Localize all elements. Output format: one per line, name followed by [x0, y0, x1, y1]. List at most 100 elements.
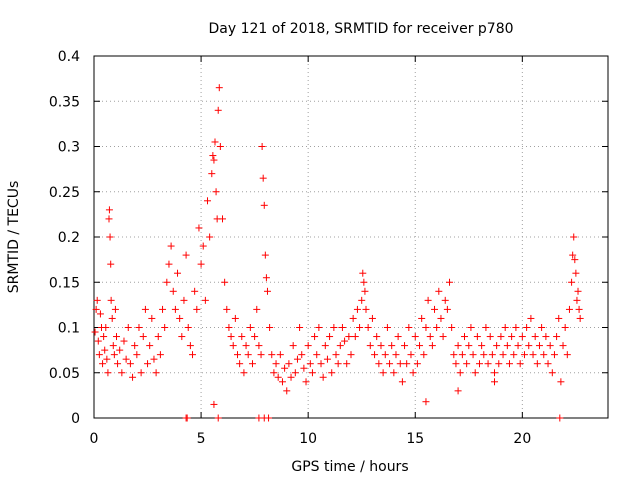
data-point [484, 360, 492, 368]
data-point [396, 360, 404, 368]
data-point [212, 188, 220, 196]
data-point [204, 197, 212, 205]
data-point [215, 84, 223, 92]
data-point [323, 355, 331, 363]
grid-lines [94, 56, 608, 418]
data-point [482, 324, 490, 331]
data-point [248, 360, 256, 368]
data-point [499, 351, 507, 359]
data-point [480, 351, 488, 359]
data-point [262, 274, 270, 282]
data-point [486, 333, 494, 341]
data-point [120, 337, 128, 345]
data-point [171, 305, 179, 313]
data-point [183, 414, 191, 422]
data-point [107, 296, 115, 304]
data-point [535, 342, 543, 350]
data-point [575, 305, 583, 313]
data-point [165, 260, 173, 268]
data-point [141, 305, 149, 313]
data-point [493, 342, 501, 350]
data-point [403, 360, 411, 368]
data-point [131, 342, 139, 350]
data-point [428, 342, 436, 350]
y-tick-label: 0.1 [58, 321, 80, 337]
data-point [450, 351, 458, 359]
data-point [238, 333, 246, 341]
data-point [361, 287, 369, 295]
data-point [233, 351, 241, 359]
y-tick-label: 0.05 [49, 366, 80, 382]
data-point [465, 342, 473, 350]
data-point [401, 342, 409, 350]
data-point [565, 305, 573, 313]
data-point [159, 305, 167, 313]
data-point [495, 360, 503, 368]
data-point [210, 156, 218, 164]
data-point [229, 342, 237, 350]
data-point [163, 278, 171, 286]
data-point [544, 360, 552, 368]
data-point [300, 364, 308, 372]
data-point [139, 333, 147, 341]
data-point [546, 342, 554, 350]
data-point [106, 233, 114, 241]
data-point [209, 152, 217, 160]
data-point [96, 310, 104, 318]
data-points [91, 84, 584, 422]
data-point [154, 333, 162, 341]
data-point [413, 360, 421, 368]
data-point [169, 287, 177, 295]
data-point [332, 351, 340, 359]
data-point [443, 305, 451, 313]
data-point [497, 333, 505, 341]
data-point [304, 342, 312, 350]
data-point [246, 324, 254, 331]
data-point [555, 314, 563, 322]
data-point [364, 324, 372, 331]
data-point [150, 355, 158, 363]
y-tick-label: 0.2 [58, 230, 80, 246]
data-point [505, 360, 513, 368]
data-point [518, 333, 526, 341]
data-point [227, 333, 235, 341]
data-point [259, 174, 267, 182]
data-point [420, 351, 428, 359]
data-point [553, 333, 561, 341]
data-point [274, 373, 282, 381]
data-point [437, 314, 445, 322]
data-point [523, 324, 531, 331]
data-point [122, 355, 130, 363]
data-point [469, 351, 477, 359]
data-point [244, 351, 252, 359]
data-point [336, 342, 344, 350]
data-point [321, 342, 329, 350]
data-point [152, 369, 160, 377]
data-point [426, 333, 434, 341]
data-point [383, 324, 391, 331]
data-point [114, 360, 122, 368]
data-point [208, 170, 216, 178]
data-point [540, 351, 548, 359]
data-point [137, 369, 145, 377]
data-point [510, 351, 518, 359]
data-point [182, 251, 190, 259]
data-point [559, 342, 567, 350]
data-point [102, 324, 110, 331]
data-point [458, 351, 466, 359]
data-point [520, 351, 528, 359]
data-point [95, 351, 103, 359]
data-point [531, 333, 539, 341]
data-point [272, 360, 280, 368]
data-point [111, 305, 119, 313]
data-point [216, 143, 224, 150]
data-point [281, 364, 289, 372]
data-point [454, 342, 462, 350]
data-point [358, 296, 366, 304]
data-point [463, 360, 471, 368]
data-point [109, 342, 117, 350]
data-point [103, 355, 111, 363]
data-point [345, 333, 353, 341]
data-point [302, 378, 310, 386]
